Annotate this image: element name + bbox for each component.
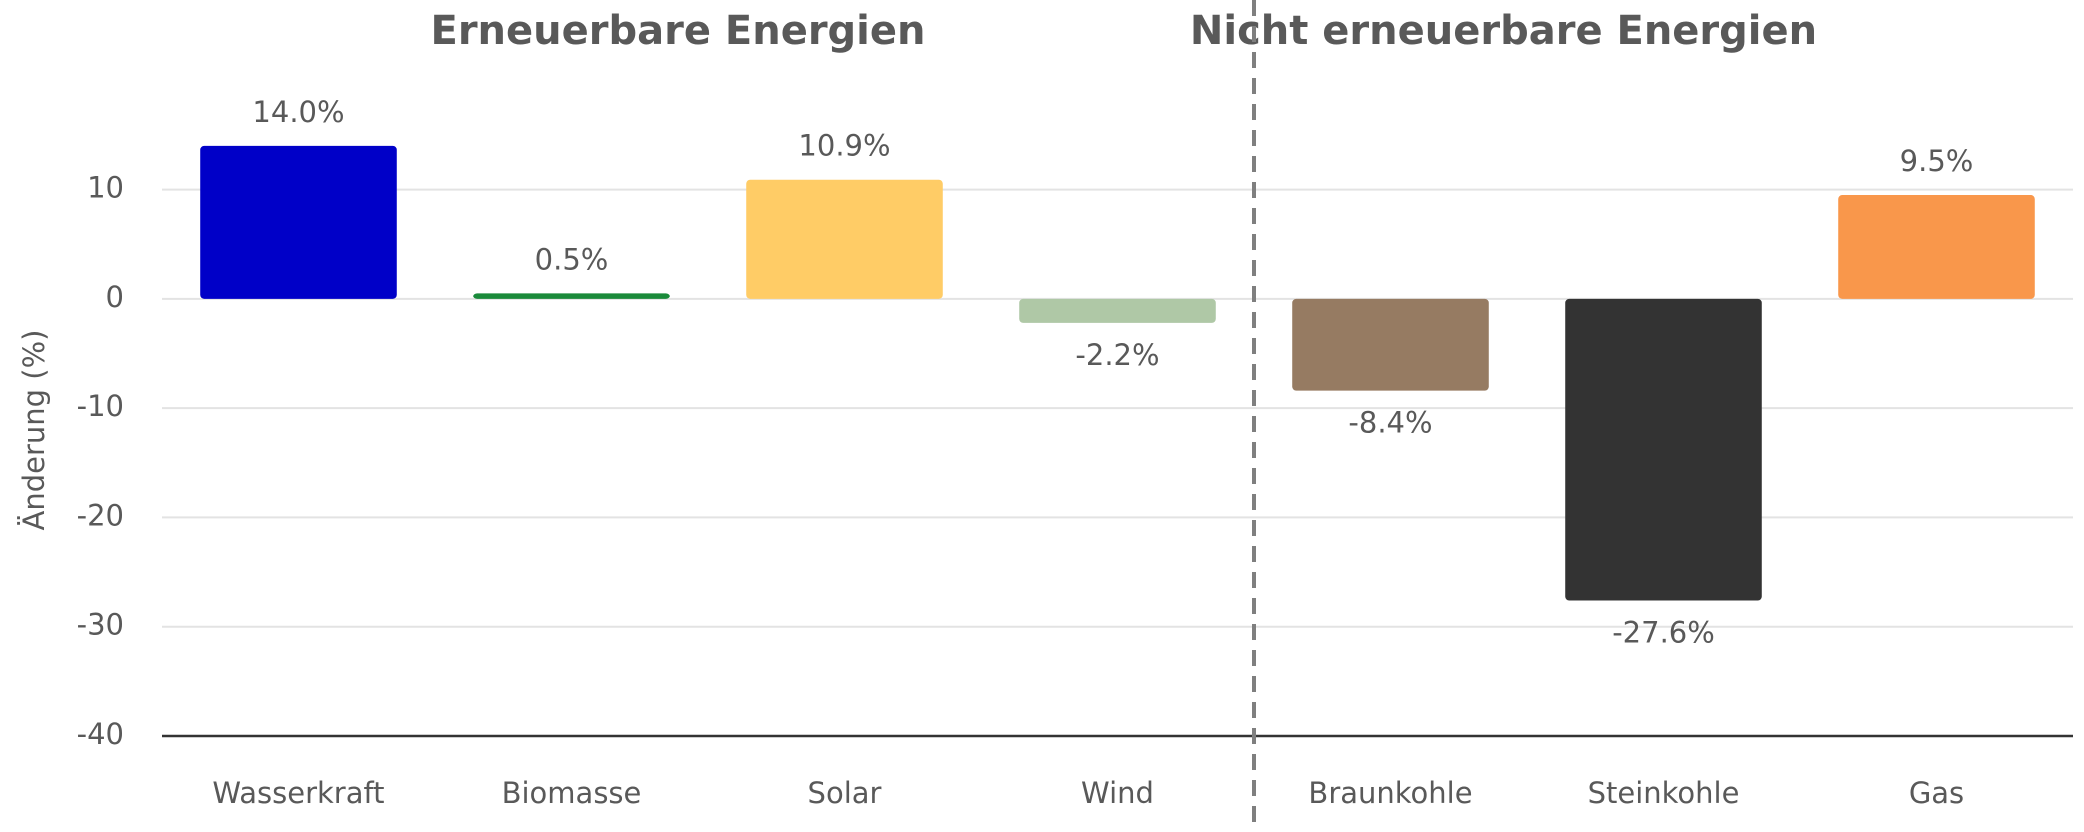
bar — [1838, 195, 2035, 299]
value-label: -8.4% — [1348, 406, 1432, 440]
x-tick-label: Wasserkraft — [212, 776, 384, 810]
y-tick-label: -10 — [77, 389, 124, 423]
bar — [200, 145, 397, 299]
x-tick-label: Gas — [1909, 776, 1964, 810]
y-axis-label: Änderung (%) — [17, 330, 51, 531]
value-label: -27.6% — [1612, 615, 1715, 649]
x-tick-label: Braunkohle — [1308, 776, 1472, 810]
group-title: Nicht erneuerbare Energien — [1190, 8, 1817, 54]
value-label: 0.5% — [535, 242, 609, 276]
value-label: -2.2% — [1075, 338, 1159, 372]
bar — [1292, 298, 1489, 391]
y-tick-label: 0 — [106, 280, 124, 314]
bar — [746, 179, 943, 299]
value-label: 9.5% — [1900, 144, 1974, 178]
x-tick-label: Solar — [808, 776, 882, 810]
bar — [1019, 298, 1216, 323]
y-tick-label: -20 — [77, 498, 124, 532]
value-label: 14.0% — [252, 95, 344, 129]
x-tick-label: Wind — [1081, 776, 1154, 810]
y-tick-label: 10 — [87, 171, 124, 205]
x-tick-label: Steinkohle — [1588, 776, 1740, 810]
y-tick-label: -30 — [77, 608, 124, 642]
y-tick-label: -40 — [77, 717, 124, 751]
x-tick-label: Biomasse — [502, 776, 642, 810]
bar — [1565, 298, 1762, 601]
group-title: Erneuerbare Energien — [431, 8, 926, 54]
bar — [473, 293, 670, 299]
value-label: 10.9% — [798, 129, 890, 163]
